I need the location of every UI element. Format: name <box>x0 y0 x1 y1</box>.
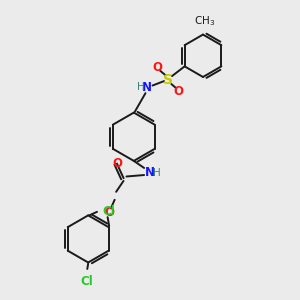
Text: Cl: Cl <box>80 275 93 288</box>
Text: N: N <box>145 166 155 178</box>
Text: O: O <box>112 157 122 170</box>
Text: O: O <box>174 85 184 98</box>
Text: O: O <box>152 61 162 74</box>
Text: Cl: Cl <box>102 205 115 218</box>
Text: H: H <box>137 82 145 92</box>
Text: CH$_3$: CH$_3$ <box>194 14 215 28</box>
Text: S: S <box>164 73 173 87</box>
Text: H: H <box>153 168 160 178</box>
Text: N: N <box>142 81 152 94</box>
Text: O: O <box>104 206 114 219</box>
